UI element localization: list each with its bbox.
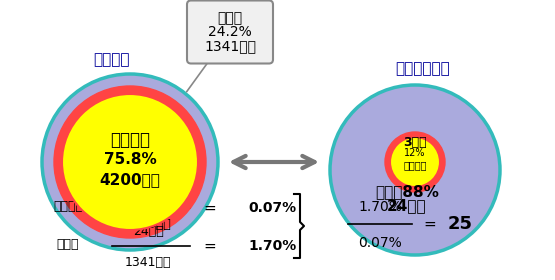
Circle shape (390, 137, 440, 187)
Text: 3万件: 3万件 (403, 136, 427, 148)
Circle shape (385, 132, 445, 192)
Circle shape (330, 85, 500, 255)
Text: 24.2%: 24.2% (208, 25, 252, 39)
Text: 大企業88%: 大企業88% (375, 185, 439, 199)
Text: 大企業: 大企業 (57, 239, 79, 251)
Text: 24万件: 24万件 (133, 225, 163, 238)
Text: 75.8%: 75.8% (104, 151, 157, 167)
Circle shape (42, 74, 218, 250)
Text: 1.70%: 1.70% (248, 239, 296, 253)
Circle shape (54, 86, 206, 238)
Text: 従業者数: 従業者数 (94, 53, 130, 67)
Circle shape (62, 94, 198, 230)
Text: 4200万人: 4200万人 (99, 172, 160, 188)
Text: =: = (204, 200, 216, 216)
Text: 1341万人: 1341万人 (204, 39, 256, 53)
Text: 0.07%: 0.07% (358, 236, 402, 250)
Text: 1.70%: 1.70% (358, 200, 402, 214)
FancyBboxPatch shape (187, 1, 273, 64)
Text: 25: 25 (447, 215, 472, 233)
Text: 中小企業: 中小企業 (53, 200, 83, 213)
Text: 4200万人: 4200万人 (125, 218, 171, 231)
Text: 24万件: 24万件 (387, 199, 427, 213)
Text: =: = (423, 216, 436, 232)
Text: 0.07%: 0.07% (248, 201, 296, 215)
Text: =: = (204, 239, 216, 253)
Text: 特許出願件数: 特許出願件数 (396, 62, 450, 76)
Text: 1341万人: 1341万人 (125, 256, 171, 269)
Text: 3万件: 3万件 (137, 187, 159, 200)
Text: 12%: 12% (404, 148, 426, 158)
Text: 中小企業: 中小企業 (110, 131, 150, 149)
Text: 中小企業: 中小企業 (403, 160, 427, 170)
Text: 大企業: 大企業 (218, 11, 243, 25)
